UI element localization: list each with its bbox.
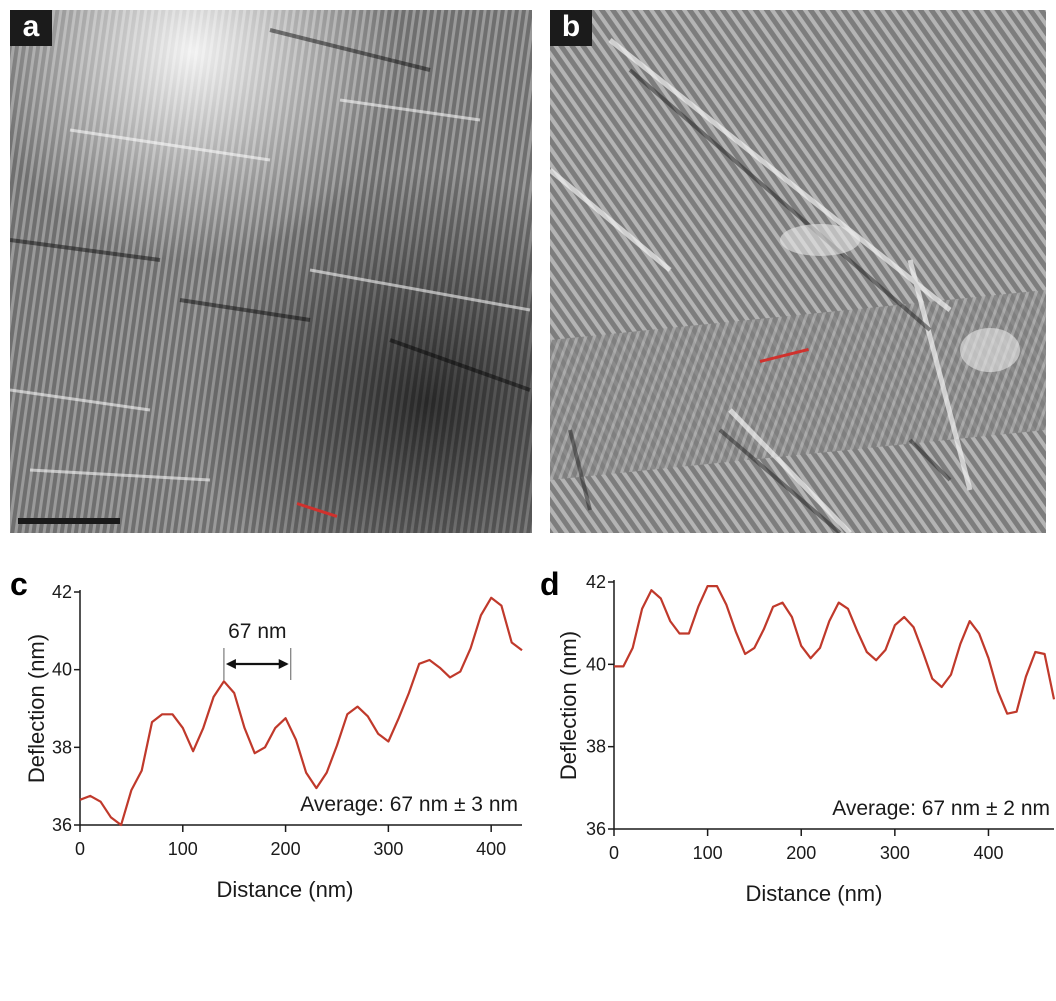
panel-label-b: b — [550, 10, 592, 46]
afm-texture-b — [550, 10, 1046, 533]
x-tick-label: 0 — [609, 843, 619, 863]
x-tick-label: 100 — [168, 839, 198, 859]
afm-image-b: b — [550, 10, 1046, 533]
period-annotation-label: 67 nm — [228, 620, 286, 643]
deflection-chart-c: 36 38 40 42 0 100 200 300 400 Distance (nm) Deflec… — [24, 582, 523, 902]
x-axis-title: Distance (nm) — [746, 881, 883, 906]
y-tick-label: 38 — [52, 737, 72, 757]
x-tick-label: 300 — [880, 843, 910, 863]
series-line — [79, 596, 523, 827]
x-tick-label: 300 — [373, 839, 403, 859]
annotation-arrow-head-left — [225, 659, 236, 669]
average-label: Average: 67 nm ± 2 nm — [832, 797, 1050, 820]
annotation-arrow-head-right — [278, 659, 289, 669]
x-tick-label: 200 — [786, 843, 816, 863]
y-axis-title: Deflection (nm) — [24, 634, 49, 783]
x-tick-label: 0 — [75, 839, 85, 859]
y-tick-label: 42 — [52, 582, 72, 602]
average-label: Average: 67 nm ± 3 nm — [300, 793, 518, 816]
panel-label-c: c — [10, 566, 28, 602]
y-tick-label: 42 — [586, 572, 606, 592]
afm-image-a: a — [10, 10, 532, 533]
deflection-chart-d: 36 38 40 42 0 100 200 300 400 Distance (nm) Deflec… — [556, 572, 1056, 906]
x-tick-label: 100 — [693, 843, 723, 863]
y-tick-label: 36 — [52, 815, 72, 835]
afm-texture-a — [10, 10, 532, 533]
panel-label-a: a — [10, 10, 52, 46]
y-tick-label: 40 — [586, 654, 606, 674]
x-tick-label: 400 — [476, 839, 506, 859]
y-tick-label: 40 — [52, 660, 72, 680]
y-tick-label: 36 — [586, 819, 606, 839]
series-line — [614, 584, 1056, 715]
scale-bar — [18, 518, 120, 524]
y-tick-label: 38 — [586, 737, 606, 757]
x-axis-title: Distance (nm) — [217, 877, 354, 902]
x-tick-label: 200 — [271, 839, 301, 859]
x-tick-label: 400 — [973, 843, 1003, 863]
y-axis-title: Deflection (nm) — [556, 631, 581, 780]
panel-label-d: d — [540, 566, 560, 602]
